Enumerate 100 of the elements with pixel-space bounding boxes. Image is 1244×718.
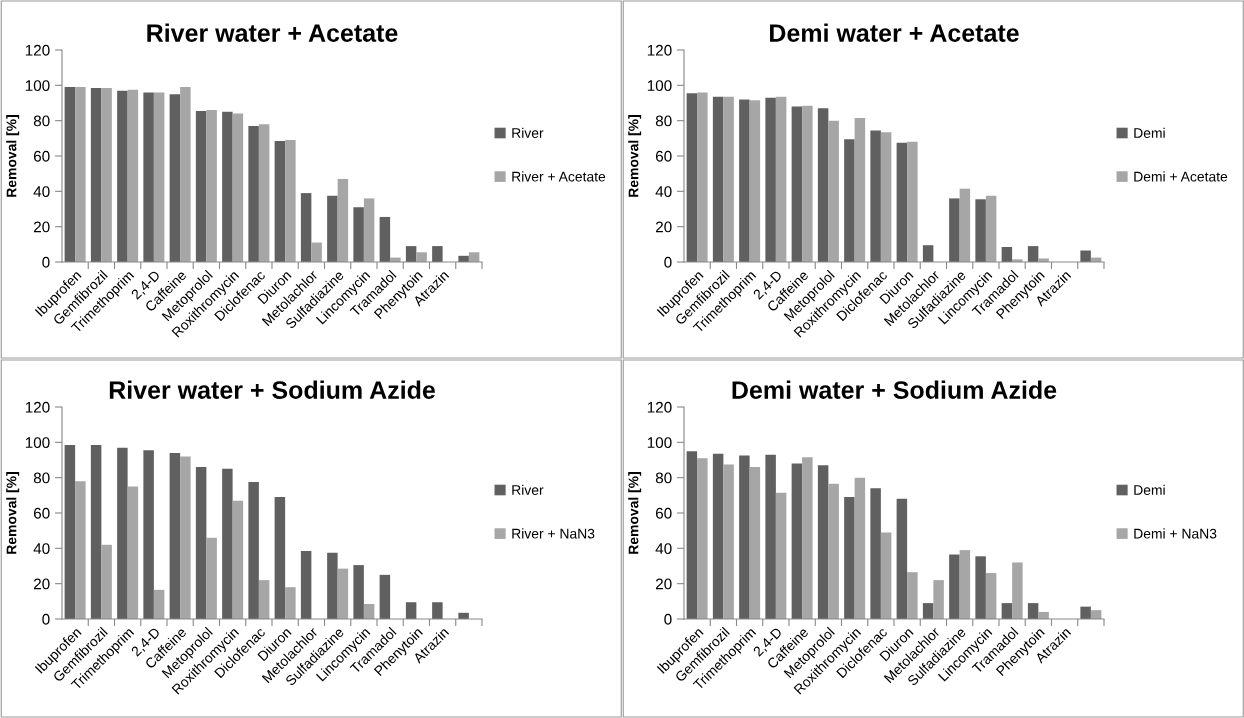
bar [337, 568, 349, 619]
bar [922, 603, 934, 619]
bar [101, 87, 112, 262]
bar [686, 93, 698, 262]
bar [791, 106, 803, 262]
y-tick-label: 20 [33, 221, 50, 233]
y-tick-label: 20 [655, 221, 672, 233]
bar [327, 195, 338, 262]
bar [896, 142, 908, 262]
bar [248, 482, 259, 619]
bar [1027, 246, 1039, 262]
bar [117, 447, 128, 619]
bar [949, 554, 960, 619]
bar [817, 465, 829, 619]
bar [285, 587, 296, 619]
bar [686, 451, 698, 619]
bar [922, 245, 934, 262]
bar [854, 118, 866, 262]
bar [880, 132, 892, 262]
y-tick-label: 80 [33, 115, 50, 127]
bar [828, 483, 839, 619]
bar [379, 574, 391, 619]
bar [127, 89, 139, 262]
bar [222, 111, 233, 262]
bar [300, 550, 312, 619]
bar [985, 195, 997, 262]
bar [712, 96, 724, 262]
chart-title: Demi water + Acetate [770, 23, 1019, 42]
bar [1080, 606, 1091, 619]
y-tick-label: 80 [33, 472, 50, 484]
bar [206, 110, 217, 262]
bar [828, 120, 839, 262]
bar [817, 108, 829, 262]
bar [723, 96, 734, 262]
bar [180, 456, 191, 619]
y-axis-title: Removal [%] [628, 472, 642, 554]
y-tick-label: 0 [42, 613, 50, 625]
bar [870, 488, 881, 619]
bar [844, 139, 855, 262]
y-tick-label: 0 [42, 256, 50, 268]
y-axis-title: Removal [%] [628, 115, 642, 197]
bar [896, 498, 908, 619]
bar [127, 486, 139, 619]
bar [206, 537, 217, 619]
bar [975, 199, 986, 262]
y-tick-label: 100 [25, 80, 50, 92]
y-tick-label: 40 [33, 543, 50, 555]
y-tick-label: 80 [655, 472, 672, 484]
bar [353, 207, 364, 262]
bar [1080, 250, 1091, 262]
y-tick-label: 0 [664, 256, 672, 268]
bar [232, 500, 244, 619]
legend-label: River [512, 127, 544, 138]
y-tick-label: 80 [655, 115, 672, 127]
bar [739, 99, 750, 262]
bar [248, 125, 259, 262]
y-tick-label: 0 [664, 613, 672, 625]
bar [195, 467, 207, 619]
bar [169, 94, 181, 262]
bar [802, 457, 813, 619]
bar [432, 246, 443, 262]
y-tick-label: 100 [647, 80, 672, 92]
legend-label: Demi [1134, 127, 1165, 138]
y-tick-label: 120 [25, 401, 50, 413]
bar [775, 96, 787, 262]
bar [880, 532, 892, 619]
bar [975, 556, 986, 619]
bar [274, 140, 286, 262]
bar [337, 178, 349, 262]
legend-label: Demi + NaN3 [1134, 528, 1217, 539]
bar [405, 602, 417, 619]
bar [775, 492, 787, 619]
bar [143, 92, 154, 262]
bar [791, 463, 803, 619]
bar [907, 141, 918, 262]
bar [64, 87, 76, 262]
legend-label: Demi [1134, 484, 1165, 495]
y-tick-label: 60 [655, 150, 672, 162]
bar [844, 497, 855, 619]
bar [854, 477, 866, 619]
y-tick-label: 100 [647, 437, 672, 449]
y-tick-label: 60 [33, 507, 50, 519]
y-axis-title: Removal [%] [6, 115, 20, 197]
bar [959, 550, 971, 619]
bar [985, 573, 997, 619]
y-tick-label: 120 [647, 44, 672, 56]
bar [258, 124, 270, 262]
bar [311, 242, 322, 262]
bar [416, 252, 427, 262]
y-tick-label: 120 [25, 44, 50, 56]
bar [180, 87, 191, 262]
bar [327, 552, 338, 619]
chart-title: Demi water + Sodium Azide [732, 380, 1057, 399]
bar [300, 193, 312, 262]
bar [765, 97, 776, 262]
bar [90, 444, 102, 619]
bar [75, 481, 86, 619]
bar [153, 92, 165, 262]
chart-title: River water + Acetate [147, 23, 398, 42]
bar [802, 105, 813, 262]
